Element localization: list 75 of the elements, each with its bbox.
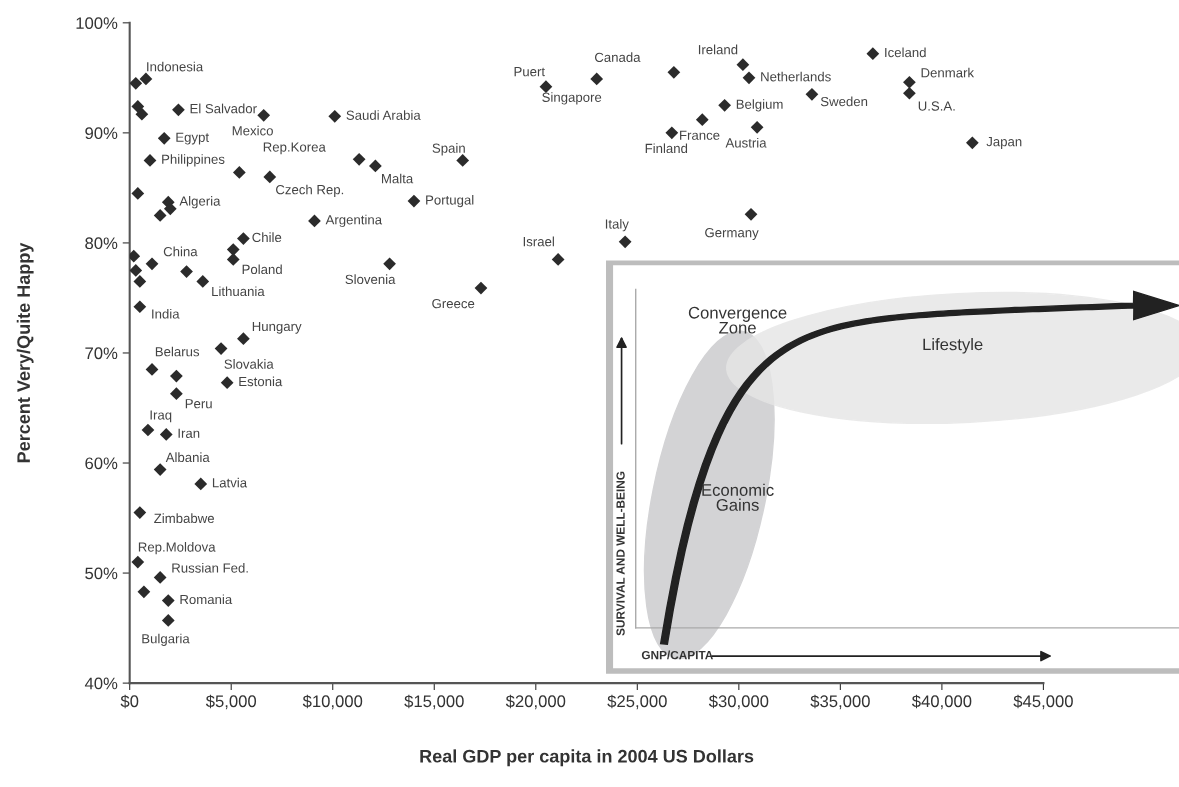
y-tick-label: 80% bbox=[85, 237, 118, 250]
annotation: Iraq bbox=[150, 410, 172, 423]
annotation: Philippines bbox=[162, 154, 225, 167]
annotation: Poland bbox=[242, 264, 282, 275]
annotation: Japan bbox=[986, 137, 1022, 149]
annotation: Finland bbox=[645, 143, 688, 154]
annotation: Iceland bbox=[885, 47, 926, 58]
y-tick-label: 60% bbox=[85, 457, 118, 470]
annotation: Lifestyle bbox=[923, 338, 983, 354]
x-tick-label: $10,000 bbox=[302, 694, 363, 710]
x-tick-label: $30,000 bbox=[708, 694, 769, 710]
x-tick-label: $0 bbox=[120, 694, 139, 709]
annotation: Lithuania bbox=[212, 286, 265, 297]
annotation: Rep.Korea bbox=[263, 142, 326, 155]
annotation: Economic Gains bbox=[702, 483, 774, 511]
x-axis-title: Real GDP per capita in 2004 US Dollars bbox=[420, 749, 754, 767]
annotation: Portugal bbox=[426, 194, 474, 208]
annotation: Argentina bbox=[325, 214, 383, 228]
annotation: Slovakia bbox=[224, 359, 274, 369]
annotation: Italy bbox=[605, 219, 629, 232]
annotation: Belarus bbox=[155, 346, 200, 357]
x-tick-label: $15,000 bbox=[404, 694, 464, 710]
annotation: Sweden bbox=[820, 96, 868, 107]
annotation: Puert bbox=[514, 67, 545, 77]
x-tick-label: $25,000 bbox=[607, 694, 667, 710]
annotation: India bbox=[152, 308, 180, 319]
annotation: Russian Fed. bbox=[172, 562, 248, 573]
annotation: Belgium bbox=[736, 99, 783, 112]
annotation: Singapore bbox=[542, 92, 602, 105]
annotation: Peru bbox=[185, 399, 212, 409]
annotation: Ireland bbox=[698, 44, 738, 55]
annotation: Germany bbox=[705, 227, 759, 240]
x-tick-label: $5,000 bbox=[205, 694, 257, 710]
annotation: Convergence Zone bbox=[688, 306, 787, 334]
annotation: Algeria bbox=[179, 196, 221, 209]
y-tick-label: 50% bbox=[85, 567, 118, 580]
annotation: Malta bbox=[382, 173, 414, 184]
annotation: France bbox=[680, 130, 720, 140]
annotation: China bbox=[163, 246, 198, 257]
x-tick-label: $40,000 bbox=[911, 694, 972, 710]
annotation: Rep.Moldova bbox=[138, 542, 216, 555]
annotation: Albania bbox=[165, 452, 210, 463]
annotation: Indonesia bbox=[147, 61, 204, 72]
annotation: Zimbabwe bbox=[154, 513, 215, 524]
text: GNP/CAPITA bbox=[641, 650, 713, 660]
annotation: Netherlands bbox=[761, 71, 831, 82]
annotation: Bulgaria bbox=[142, 633, 190, 646]
annotation: Latvia bbox=[212, 477, 248, 488]
annotation: Israel bbox=[523, 236, 554, 247]
annotation: Czech Rep. bbox=[276, 184, 344, 197]
annotation: Hungary bbox=[252, 321, 302, 334]
x-tick-label: $35,000 bbox=[810, 694, 870, 710]
annotation: Iran bbox=[178, 428, 200, 438]
annotation: Egypt bbox=[176, 132, 209, 145]
y-tick-label: 70% bbox=[85, 347, 118, 360]
x-tick-label: $20,000 bbox=[505, 694, 566, 710]
annotation: Saudi Arabia bbox=[346, 110, 421, 120]
annotation: Chile bbox=[252, 232, 282, 243]
text: SURVIVAL AND WELL-BEING bbox=[616, 471, 625, 636]
annotation: Estonia bbox=[239, 376, 283, 387]
annotation: Spain bbox=[432, 143, 465, 156]
y-tick-label: 100% bbox=[76, 17, 118, 30]
annotation: El Salvador bbox=[190, 103, 257, 114]
annotation: Mexico bbox=[232, 125, 273, 136]
annotation: Canada bbox=[594, 52, 641, 62]
x-tick-label: $45,000 bbox=[1013, 694, 1073, 710]
y-tick-label: 40% bbox=[84, 677, 118, 690]
y-axis-title: Percent Very/Quite Happy bbox=[16, 242, 34, 463]
annotation: Slovenia bbox=[345, 274, 396, 285]
y-tick-label: 90% bbox=[85, 127, 118, 140]
annotation: Austria bbox=[725, 137, 767, 148]
annotation: Denmark bbox=[921, 67, 975, 78]
annotation: Romania bbox=[180, 594, 233, 605]
annotation: U.S.A. bbox=[918, 101, 955, 111]
annotation: Greece bbox=[432, 298, 475, 309]
